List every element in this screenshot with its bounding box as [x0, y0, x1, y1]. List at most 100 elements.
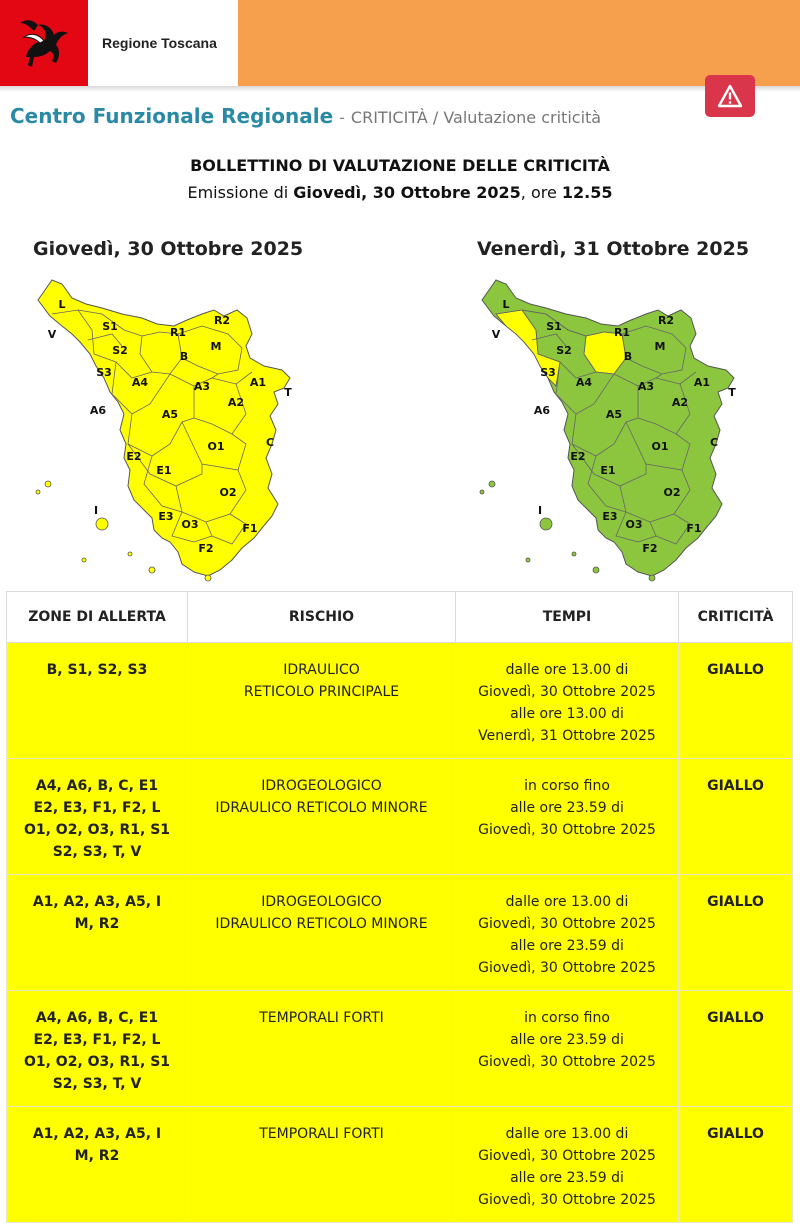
zone-border	[521, 309, 587, 337]
zone-label[interactable]: A6	[90, 404, 107, 417]
zone-label[interactable]: B	[180, 350, 188, 363]
zone-border	[571, 413, 639, 457]
zone-line: S2, S3, T, V	[52, 1076, 142, 1092]
risk-cell: TEMPORALI FORTI	[187, 1106, 456, 1223]
zone-label[interactable]: A3	[194, 380, 210, 393]
map-tomorrow[interactable]: L V S1 S2 S3 R1 R2 B M A4 A3 A1 T A6 A5 A2 E2 O1 C E1 I O2 E3 O…	[472, 266, 800, 588]
zone-label[interactable]: A3	[638, 380, 654, 393]
zone-label[interactable]: A6	[534, 404, 551, 417]
criticality-level: GIALLO	[678, 642, 793, 759]
risk-line: TEMPORALI FORTI	[259, 1010, 384, 1026]
zones-cell: B, S1, S2, S3	[6, 642, 188, 759]
zone-label[interactable]: O1	[651, 440, 668, 453]
zone-label[interactable]: E3	[602, 510, 617, 523]
zone-border	[87, 333, 123, 347]
zone-label[interactable]: S1	[102, 320, 118, 333]
zone-label[interactable]: E1	[156, 464, 171, 477]
risk-line: IDROGEOLOGICO	[261, 778, 382, 794]
bulletin-header: BOLLETTINO DI VALUTAZIONE DELLE CRITICIT…	[0, 156, 800, 202]
alert-button[interactable]	[705, 75, 755, 117]
emission-date: Giovedì, 30 Ottobre 2025	[293, 183, 521, 202]
zone-line: A1, A2, A3, A5, I	[32, 1126, 162, 1142]
zone-line: S2, S3, T, V	[52, 844, 142, 860]
zone-line: O1, O2, O3, R1, S1	[23, 822, 171, 838]
time-line: dalle ore 13.00 di	[505, 662, 629, 678]
zone-label[interactable]: T	[284, 386, 292, 399]
zone-label[interactable]: A5	[606, 408, 622, 421]
zone-label[interactable]: S1	[546, 320, 562, 333]
zone-label[interactable]: F2	[198, 542, 213, 555]
island	[488, 480, 496, 488]
zone-line: E2, E3, F1, F2, L	[33, 800, 161, 816]
zone-label[interactable]: A4	[132, 376, 149, 389]
zone-label[interactable]: B	[624, 350, 632, 363]
time-line: alle ore 13.00 di	[510, 706, 624, 722]
zone-label[interactable]: A5	[162, 408, 178, 421]
zone-label[interactable]: A4	[576, 376, 593, 389]
header-zones: ZONE DI ALLERTA	[6, 591, 188, 643]
island	[35, 489, 41, 495]
zone-label[interactable]: M	[655, 340, 666, 353]
zone-label[interactable]: S2	[556, 344, 572, 357]
zone-label[interactable]: O1	[207, 440, 224, 453]
zone-label[interactable]: O3	[625, 518, 642, 531]
zone-label[interactable]: O2	[219, 486, 236, 499]
warning-triangle-icon	[717, 84, 743, 108]
header-shadow	[0, 86, 800, 92]
zone-label[interactable]: F1	[242, 522, 257, 535]
zone-label[interactable]: A2	[672, 396, 688, 409]
time-line: dalle ore 13.00 di	[505, 1126, 629, 1142]
zone-label[interactable]: S2	[112, 344, 128, 357]
island	[479, 489, 485, 495]
zone-label[interactable]: O2	[663, 486, 680, 499]
zone-label[interactable]: A2	[228, 396, 244, 409]
time-line: in corso fino	[524, 1010, 610, 1026]
zone-label[interactable]: C	[266, 436, 274, 449]
zone-label[interactable]: S3	[540, 366, 556, 379]
zone-label[interactable]: E1	[600, 464, 615, 477]
map-today[interactable]: L V S1 S2 S3 R1 R2 B M A4 A3 A1 T A6 A5 A2 E2 O1 C E1 I O2 E3 O…	[28, 266, 358, 588]
zone-label[interactable]: F1	[686, 522, 701, 535]
zone-label[interactable]: T	[728, 386, 736, 399]
risk-line: IDRAULICO RETICOLO MINORE	[215, 800, 428, 816]
table-row: A4, A6, B, C, E1 E2, E3, F1, F2, L O1, O2,…	[6, 758, 793, 875]
zone-label[interactable]: L	[58, 298, 65, 311]
zone-label[interactable]: S3	[96, 366, 112, 379]
page-title[interactable]: Centro Funzionale Regionale	[10, 104, 334, 128]
time-line: Giovedì, 30 Ottobre 2025	[478, 1054, 656, 1070]
zone-label[interactable]: V	[48, 328, 57, 341]
zone-label[interactable]: R1	[170, 326, 186, 339]
time-line: Giovedì, 30 Ottobre 2025	[478, 960, 656, 976]
zone-label[interactable]: E2	[570, 450, 585, 463]
zone-label[interactable]: A1	[694, 376, 710, 389]
zone-label[interactable]: I	[94, 504, 98, 517]
zone-label[interactable]: R2	[214, 314, 230, 327]
times-cell: in corso fino alle ore 23.59 di Giovedì, 3…	[455, 990, 679, 1107]
zone-label[interactable]: F2	[642, 542, 657, 555]
risk-cell: IDROGEOLOGICO IDRAULICO RETICOLO MINORE	[187, 874, 456, 991]
brand-link[interactable]: Regione Toscana	[0, 0, 238, 86]
zone-label[interactable]: E2	[126, 450, 141, 463]
map-title-today: Giovedì, 30 Ottobre 2025	[33, 238, 304, 260]
zone-label[interactable]: I	[538, 504, 542, 517]
zone-label[interactable]: C	[710, 436, 718, 449]
zone-border	[51, 309, 95, 355]
times-cell: dalle ore 13.00 di Giovedì, 30 Ottobre 20…	[455, 642, 679, 759]
risk-line: IDRAULICO RETICOLO MINORE	[215, 916, 428, 932]
zone-border	[177, 325, 243, 375]
zone-label[interactable]: L	[502, 298, 509, 311]
table-row: B, S1, S2, S3 IDRAULICO RETICOLO PRINCIPAL…	[6, 642, 793, 759]
region-name: Regione Toscana	[102, 35, 217, 51]
island	[81, 557, 87, 563]
zones-cell: A4, A6, B, C, E1 E2, E3, F1, F2, L O1, O2,…	[6, 990, 188, 1107]
island	[204, 574, 212, 582]
zone-label[interactable]: A1	[250, 376, 266, 389]
zone-label[interactable]: M	[211, 340, 222, 353]
zone-label[interactable]: R1	[614, 326, 630, 339]
zone-label[interactable]: R2	[658, 314, 674, 327]
zone-label[interactable]: V	[492, 328, 501, 341]
time-line: Giovedì, 30 Ottobre 2025	[478, 684, 656, 700]
zone-label[interactable]: O3	[181, 518, 198, 531]
zone-border	[619, 469, 691, 523]
zone-label[interactable]: E3	[158, 510, 173, 523]
